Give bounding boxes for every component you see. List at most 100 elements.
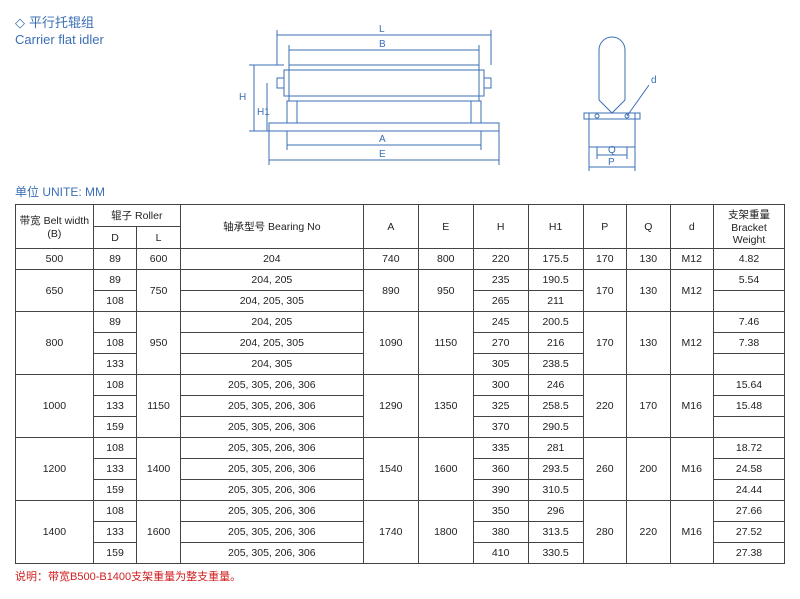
table-cell: 133 — [93, 522, 136, 543]
table-cell: 1400 — [16, 501, 94, 564]
svg-text:d: d — [651, 75, 657, 86]
table-cell: 360 — [473, 459, 528, 480]
table-cell: 1800 — [418, 501, 473, 564]
table-cell: 238.5 — [528, 354, 583, 375]
table-cell — [714, 291, 785, 312]
svg-text:A: A — [379, 134, 386, 145]
table-cell: 305 — [473, 354, 528, 375]
table-cell: 190.5 — [528, 270, 583, 291]
table-cell: 950 — [418, 270, 473, 312]
table-cell: 200.5 — [528, 312, 583, 333]
table-cell: M12 — [670, 249, 713, 270]
diagram-area: L B H H1 A — [114, 15, 785, 175]
table-cell: 159 — [93, 480, 136, 501]
table-cell: 133 — [93, 396, 136, 417]
table-cell: 108 — [93, 438, 136, 459]
table-cell: 245 — [473, 312, 528, 333]
svg-text:P: P — [608, 157, 615, 168]
table-cell: 390 — [473, 480, 528, 501]
table-cell: 108 — [93, 501, 136, 522]
table-cell: 313.5 — [528, 522, 583, 543]
table-cell: 1400 — [137, 438, 180, 501]
table-cell: 133 — [93, 354, 136, 375]
table-cell: 205, 305, 206, 306 — [180, 501, 363, 522]
table-row: 50089600204740800220175.5170130M124.82 — [16, 249, 785, 270]
title: ◇平行托辊组 Carrier flat idler — [15, 15, 104, 49]
table-cell: 890 — [363, 270, 418, 312]
th-bw: 支架重量 Bracket Weight — [714, 205, 785, 249]
table-cell: 133 — [93, 459, 136, 480]
table-cell: 1740 — [363, 501, 418, 564]
svg-text:B: B — [379, 39, 386, 50]
table-cell: 15.48 — [714, 396, 785, 417]
table-cell: 130 — [627, 270, 670, 312]
table-cell: 1000 — [16, 375, 94, 438]
table-cell: 296 — [528, 501, 583, 522]
table-cell: 18.72 — [714, 438, 785, 459]
table-cell: 89 — [93, 270, 136, 291]
table-row: 65089750204, 205890950235190.5170130M125… — [16, 270, 785, 291]
table-cell: 89 — [93, 312, 136, 333]
table-cell: 170 — [627, 375, 670, 438]
unit-label: 单位 UNITE: MM — [15, 183, 785, 200]
table-cell: 130 — [627, 312, 670, 375]
side-diagram: d Q P — [559, 15, 669, 175]
table-cell: 220 — [473, 249, 528, 270]
table-cell: 300 — [473, 375, 528, 396]
table-cell: M12 — [670, 270, 713, 312]
table-cell: 246 — [528, 375, 583, 396]
table-cell: 500 — [16, 249, 94, 270]
table-cell: 205, 305, 206, 306 — [180, 438, 363, 459]
table-cell: 740 — [363, 249, 418, 270]
th-roller: 辊子 Roller — [93, 205, 180, 227]
table-cell: 108 — [93, 375, 136, 396]
table-cell: 330.5 — [528, 543, 583, 564]
th-d: d — [670, 205, 713, 249]
table-cell: 220 — [583, 375, 626, 438]
table-cell: 1290 — [363, 375, 418, 438]
table-header-row: 带宽 Belt width (B) 辊子 Roller 轴承型号 Bearing… — [16, 205, 785, 227]
th-l-col: L — [137, 227, 180, 249]
th-h1: H1 — [528, 205, 583, 249]
table-cell: 260 — [583, 438, 626, 501]
table-cell: 170 — [583, 249, 626, 270]
table-cell: M12 — [670, 312, 713, 375]
th-d-col: D — [93, 227, 136, 249]
table-cell: 310.5 — [528, 480, 583, 501]
th-a: A — [363, 205, 418, 249]
table-row: 12001081400205, 305, 206, 30615401600335… — [16, 438, 785, 459]
table-cell: 1600 — [137, 501, 180, 564]
table-cell: 281 — [528, 438, 583, 459]
table-cell: 205, 305, 206, 306 — [180, 543, 363, 564]
table-cell: 410 — [473, 543, 528, 564]
table-cell: 205, 305, 206, 306 — [180, 480, 363, 501]
table-body: 50089600204740800220175.5170130M124.8265… — [16, 249, 785, 564]
table-cell: 27.38 — [714, 543, 785, 564]
table-cell: 350 — [473, 501, 528, 522]
table-cell: 650 — [16, 270, 94, 312]
table-cell: 293.5 — [528, 459, 583, 480]
th-belt-width: 带宽 Belt width (B) — [16, 205, 94, 249]
table-cell: 800 — [16, 312, 94, 375]
table-cell: 235 — [473, 270, 528, 291]
table-cell: 258.5 — [528, 396, 583, 417]
table-cell: M16 — [670, 438, 713, 501]
table-cell: M16 — [670, 501, 713, 564]
svg-text:E: E — [379, 149, 386, 160]
table-cell: 130 — [627, 249, 670, 270]
table-cell: 205, 305, 206, 306 — [180, 459, 363, 480]
table-row: 10001081150205, 305, 206, 30612901350300… — [16, 375, 785, 396]
table-cell: 159 — [93, 543, 136, 564]
table-cell: 108 — [93, 333, 136, 354]
table-cell: 265 — [473, 291, 528, 312]
title-en: Carrier flat idler — [15, 32, 104, 47]
table-cell: 24.58 — [714, 459, 785, 480]
header: ◇平行托辊组 Carrier flat idler — [15, 15, 785, 175]
table-cell — [714, 417, 785, 438]
table-cell: 170 — [583, 312, 626, 375]
table-cell — [714, 354, 785, 375]
table-cell: 600 — [137, 249, 180, 270]
table-cell: 1540 — [363, 438, 418, 501]
table-cell: 7.46 — [714, 312, 785, 333]
th-bearing: 轴承型号 Bearing No — [180, 205, 363, 249]
